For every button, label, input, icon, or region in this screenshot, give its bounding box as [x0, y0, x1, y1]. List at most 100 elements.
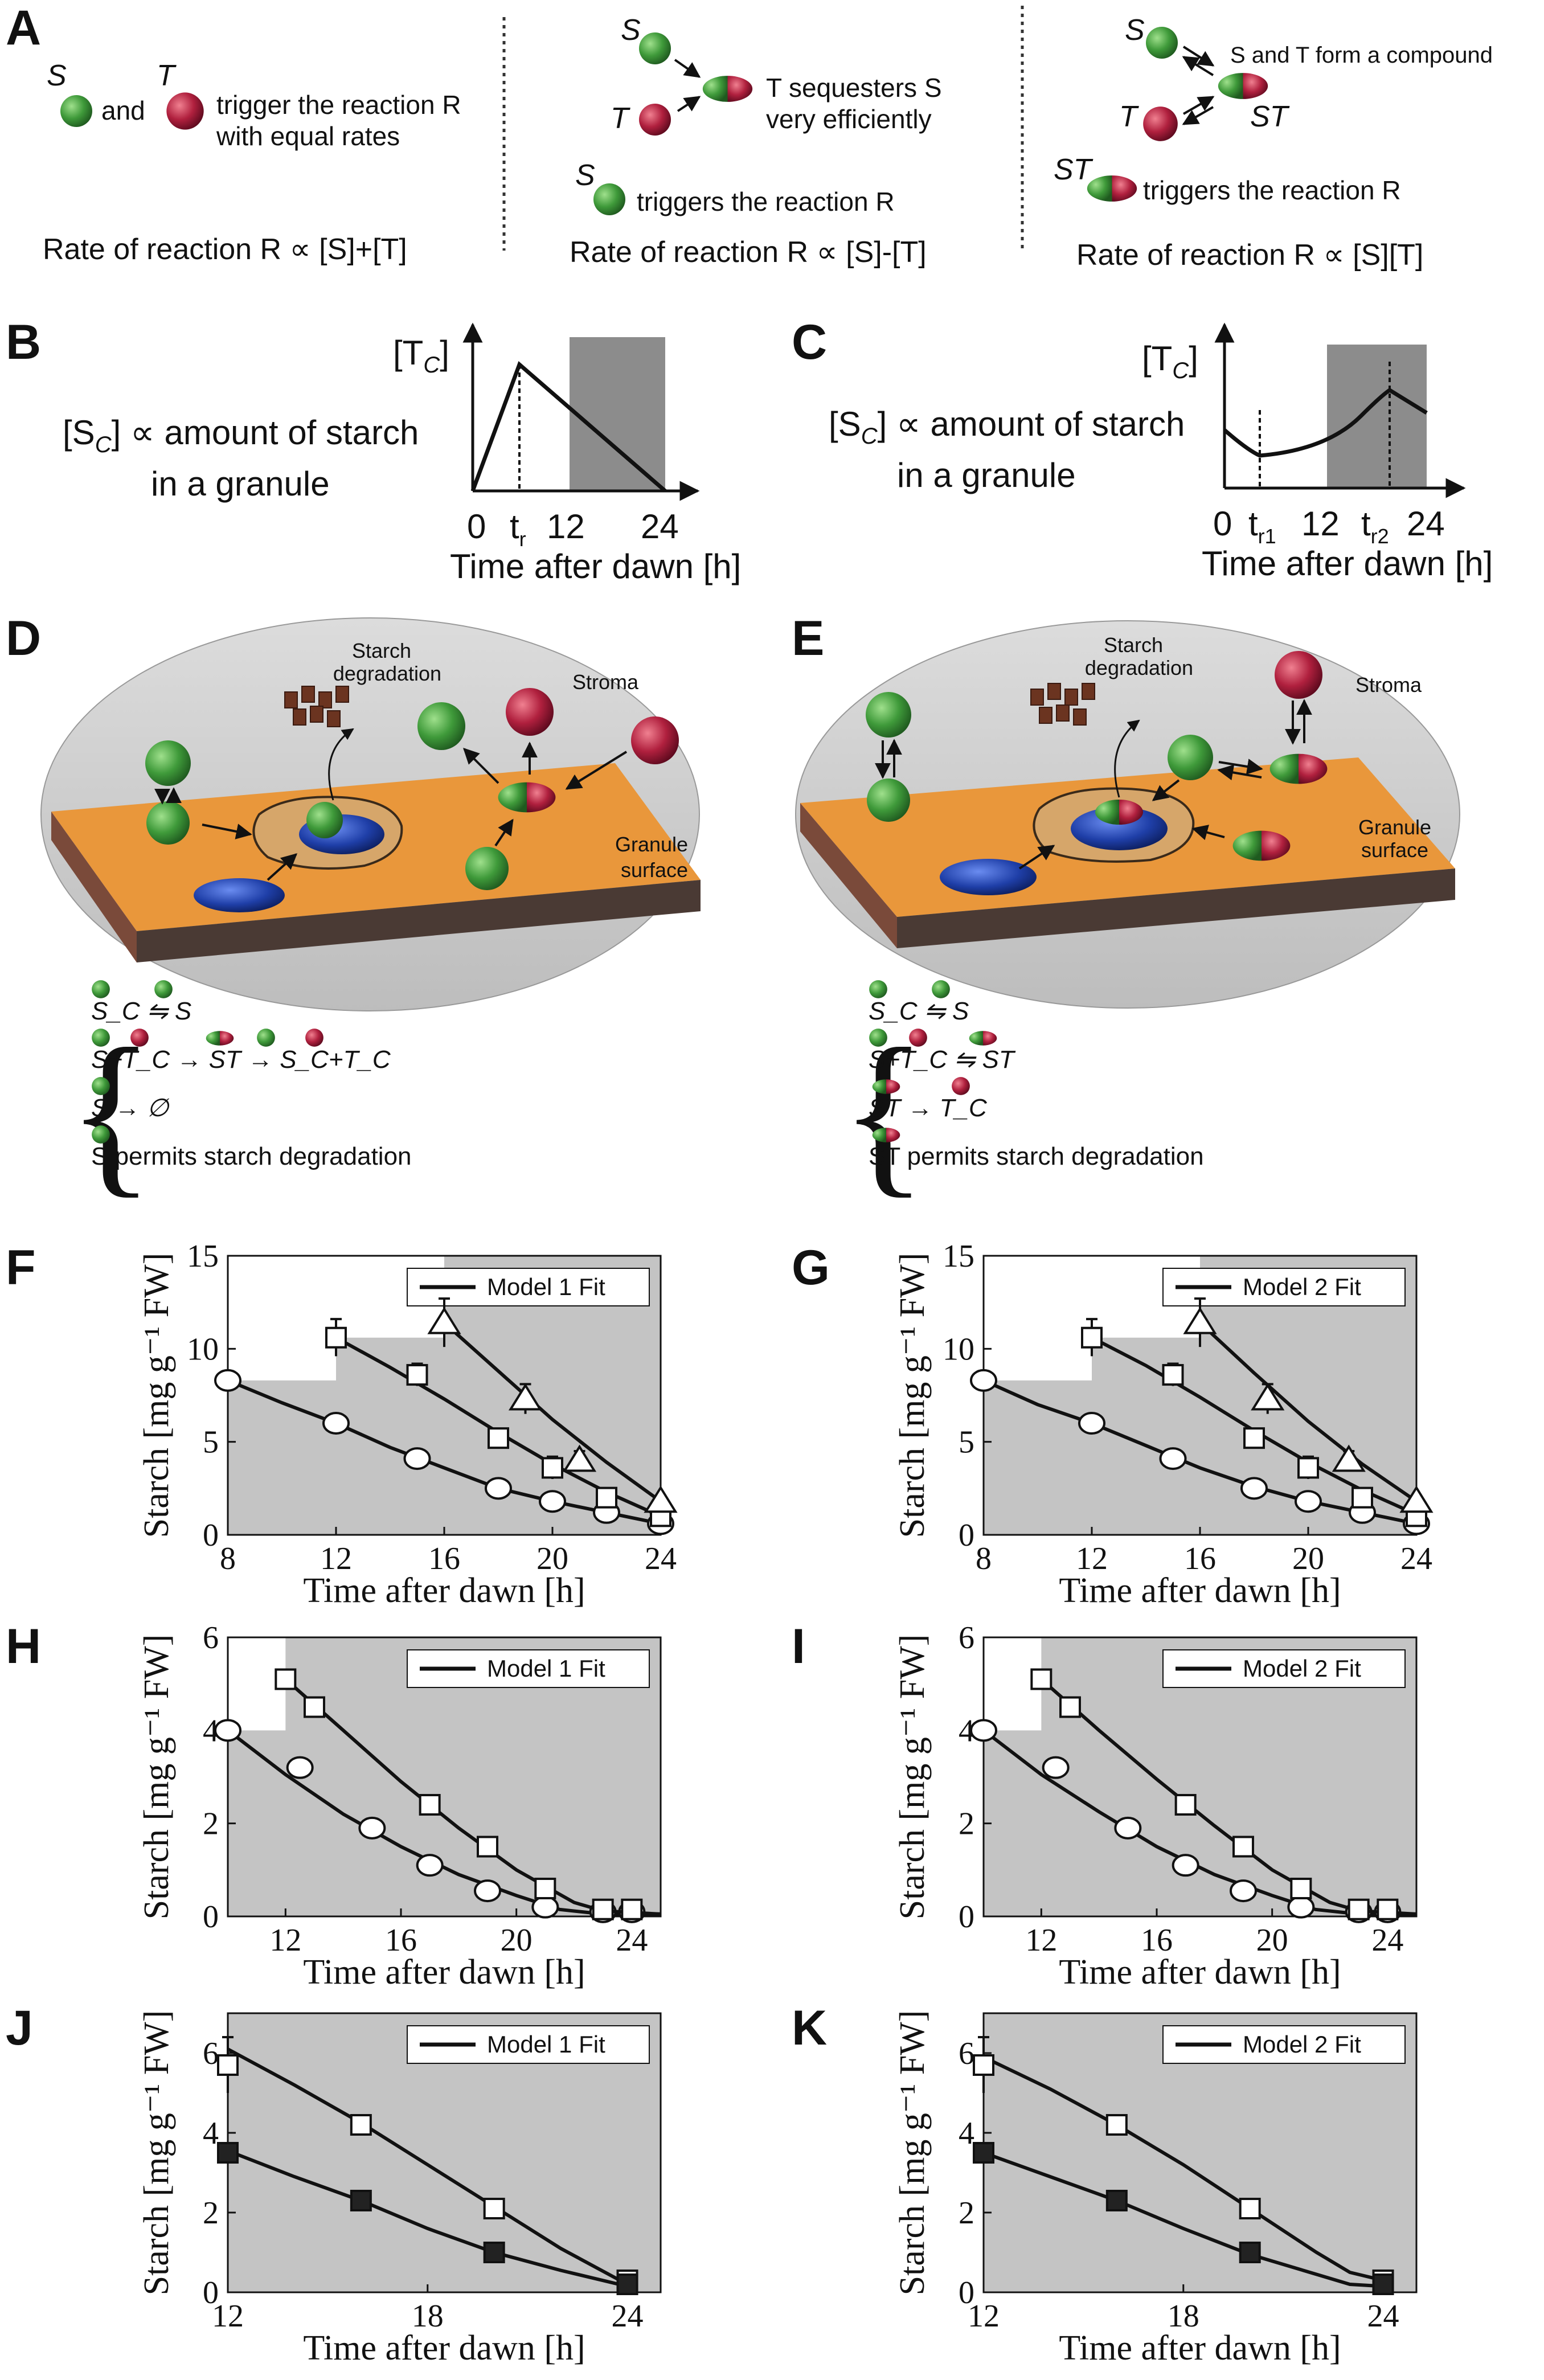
data-point-filled-square — [1372, 2274, 1394, 2295]
data-point-filled-square — [973, 2142, 994, 2164]
y-tick-label: 4 — [203, 2116, 219, 2151]
x-tick-label: 16 — [1184, 1541, 1216, 1576]
y-tick-label: 0 — [203, 2275, 219, 2311]
c-sc-sub: C — [861, 424, 878, 449]
a3-s-label: S — [1125, 14, 1145, 47]
series-square — [275, 1668, 661, 1920]
panel-e: E Starch degradation Stroma Granule — [792, 611, 1460, 1213]
data-point-circle — [1159, 1447, 1187, 1470]
y-axis-label: Starch [mg g⁻¹ FW] — [137, 1635, 176, 1920]
e-surface: surface — [1361, 838, 1428, 862]
data-point-filled-square — [483, 2242, 505, 2263]
a1-rate: Rate of reaction R ∝ [S]+[T] — [43, 233, 407, 266]
panel-label-c: C — [792, 315, 827, 370]
data-point-circle — [403, 1447, 431, 1470]
s-molecule-icon — [639, 32, 671, 64]
e-eq3: ST → T_C — [869, 1094, 988, 1122]
x-axis-label: Time after dawn [h] — [1059, 2329, 1341, 2367]
series-square — [1030, 1668, 1417, 1920]
series-square — [1081, 1318, 1427, 1527]
data-point-square — [1162, 1364, 1184, 1386]
data-point-square — [304, 1696, 325, 1718]
a2-s-label: S — [621, 14, 641, 47]
svg-text:[TC]: [TC] — [1142, 339, 1198, 383]
b-sc-sub: C — [95, 432, 112, 457]
data-point-square — [1243, 1427, 1265, 1449]
c-sc-bracket: [S — [829, 405, 861, 443]
b-line2: in a granule — [151, 465, 330, 503]
panel-label-e: E — [792, 611, 824, 666]
y-tick-label: 0 — [203, 1518, 219, 1553]
e-eq1: S_C ⇋ S — [869, 997, 969, 1025]
data-point-filled-square — [616, 2274, 638, 2295]
st-compound-icon — [1087, 175, 1137, 202]
series-circle — [970, 1719, 1416, 1923]
fit-line — [982, 2055, 1384, 2282]
b-tick-tr: t — [510, 507, 519, 546]
data-point-triangle — [1332, 1444, 1366, 1472]
panel-label-k: K — [792, 2001, 827, 2055]
a3-st-label: ST — [1250, 100, 1290, 133]
panel-label-f: F — [6, 1240, 36, 1295]
x-tick-label: 12 — [269, 1923, 301, 1958]
data-point-triangle — [508, 1383, 543, 1411]
x-tick-label: 12 — [1025, 1923, 1057, 1958]
d-eq3: S → ∅ — [91, 1094, 170, 1122]
y-tick-label: 6 — [959, 2036, 974, 2071]
series-circle — [970, 1369, 1430, 1535]
y-tick-label: 2 — [203, 1806, 219, 1842]
b-sc-bracket: [S — [63, 413, 95, 452]
fit-line — [227, 1379, 661, 1526]
x-axis-label: Time after dawn [h] — [303, 2329, 585, 2367]
s-molecule-icon — [593, 183, 625, 215]
y-tick-label: 4 — [959, 2116, 974, 2151]
panel-label-b: B — [6, 315, 41, 370]
y-tick-label: 6 — [959, 1620, 974, 1656]
svg-text:[SC] ∝ amount of starch: [SC] ∝ amount of starch — [829, 405, 1185, 449]
legend-label: Model 2 Fit — [1243, 2031, 1361, 2058]
a1-line1: trigger the reaction R — [216, 90, 461, 120]
panel-label-d: D — [6, 611, 41, 666]
c-tick-12: 12 — [1301, 505, 1340, 543]
data-point-circle — [970, 1369, 997, 1392]
data-point-triangle — [1399, 1485, 1434, 1513]
data-point-circle — [214, 1719, 241, 1742]
panel-b: B [SC] ∝ amount of starch in a granule [… — [6, 315, 741, 585]
a2-rate: Rate of reaction R ∝ [S]-[T] — [570, 236, 927, 269]
d-starch: Starch — [352, 639, 411, 662]
panel-label-i: I — [792, 1619, 805, 1674]
y-tick-label: 5 — [959, 1425, 974, 1460]
y-tick-label: 10 — [187, 1332, 219, 1367]
legend-label: Model 2 Fit — [1243, 1273, 1361, 1300]
x-tick-label: 16 — [428, 1541, 460, 1576]
series-square-filled — [217, 2142, 638, 2295]
b-tick-12: 12 — [547, 507, 585, 546]
panel-label-a: A — [6, 1, 41, 55]
data-point-triangle — [1251, 1383, 1285, 1411]
s-molecule-icon — [1146, 27, 1178, 59]
data-point-square — [1351, 1486, 1373, 1509]
d-granule: Granule — [615, 833, 688, 856]
b-yclose: ] — [440, 334, 449, 372]
data-point-square — [973, 2054, 994, 2076]
x-axis-label: Time after dawn [h] — [1059, 1953, 1341, 1992]
light-period — [984, 1637, 1042, 1731]
panel-label-g: G — [792, 1240, 830, 1295]
svg-text:[SC] ∝ amount of starch: [SC] ∝ amount of starch — [63, 413, 419, 457]
t-molecule-icon — [166, 92, 204, 130]
data-point-triangle — [562, 1444, 597, 1472]
x-tick-label: 16 — [385, 1923, 417, 1958]
x-tick-label: 18 — [412, 2299, 444, 2334]
data-point-square — [419, 1794, 441, 1816]
fit-line — [1198, 1321, 1418, 1503]
x-tick-label: 12 — [212, 2299, 244, 2334]
x-tick-label: 20 — [536, 1541, 568, 1576]
x-tick-label: 8 — [220, 1541, 236, 1576]
data-point-square — [1290, 1878, 1312, 1899]
data-point-circle — [1114, 1816, 1142, 1840]
y-axis-label: Starch [mg g⁻¹ FW] — [893, 1253, 932, 1538]
data-point-triangle — [427, 1306, 461, 1334]
t-molecule-icon — [1143, 106, 1178, 141]
